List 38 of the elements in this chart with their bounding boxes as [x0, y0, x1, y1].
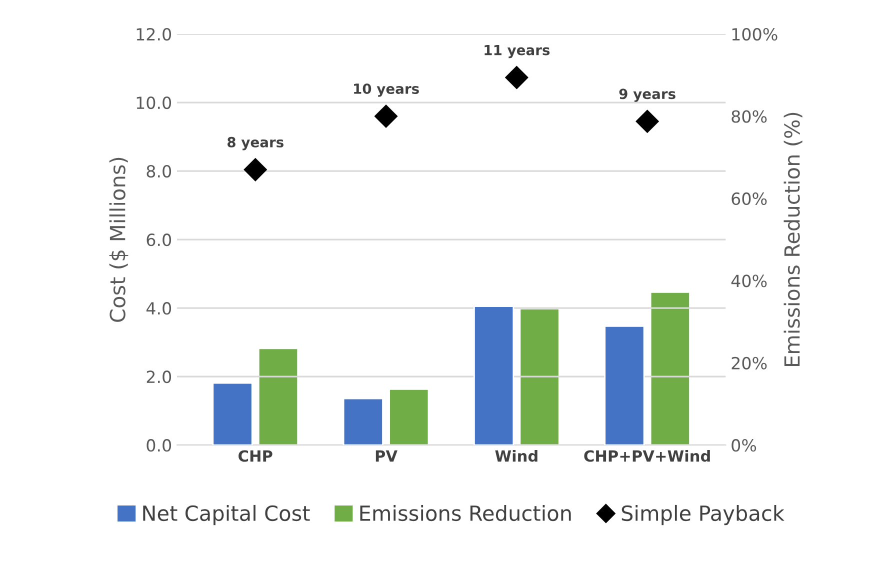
point — [636, 110, 659, 133]
point — [374, 104, 398, 128]
y2-tick-label: 40% — [731, 274, 767, 288]
y2-axis-title: Emissions Reduction (%) — [784, 112, 802, 366]
bar — [604, 326, 645, 446]
data-label: 8 years — [228, 136, 284, 150]
x-tick-label: Wind — [495, 450, 538, 462]
x-tick-label: PV — [376, 450, 398, 462]
legend-label: Emissions Reduction — [360, 504, 571, 522]
bar — [258, 348, 299, 446]
y-tick-label: 12.0 — [136, 28, 172, 41]
x-tick-label: CHP+PV+Wind — [584, 450, 710, 462]
bar — [474, 306, 514, 446]
y2-tick-label: 80% — [732, 110, 767, 123]
point — [505, 66, 528, 90]
y-tick-label: 0.0 — [146, 439, 172, 452]
y-tick-label: 4.0 — [146, 302, 172, 315]
data-label: 11 years — [484, 44, 550, 58]
bar — [212, 382, 253, 446]
y-tick-label: 6.0 — [146, 234, 172, 246]
y2-tick-label: 60% — [732, 192, 767, 206]
y-tick-label: 8.0 — [146, 165, 172, 178]
bar — [388, 388, 430, 446]
bar — [342, 398, 384, 446]
y2-tick-label: 100% — [732, 28, 778, 41]
bar — [519, 308, 560, 446]
y-tick-label: 10.0 — [136, 96, 172, 110]
y2-tick-label: 0% — [732, 439, 756, 452]
y2-tick-label: 20% — [732, 356, 767, 370]
data-label: 10 years — [354, 83, 419, 97]
data-label: 9 years — [619, 88, 676, 102]
legend-label: Net Capital Cost — [143, 504, 310, 526]
point — [244, 158, 267, 182]
y-axis-title: Cost ($ Millions) — [109, 158, 128, 322]
legend-label: Simple Payback — [622, 504, 784, 526]
y-tick-label: 2.0 — [146, 370, 172, 384]
x-tick-label: CHP — [238, 450, 272, 462]
bar — [650, 291, 690, 446]
